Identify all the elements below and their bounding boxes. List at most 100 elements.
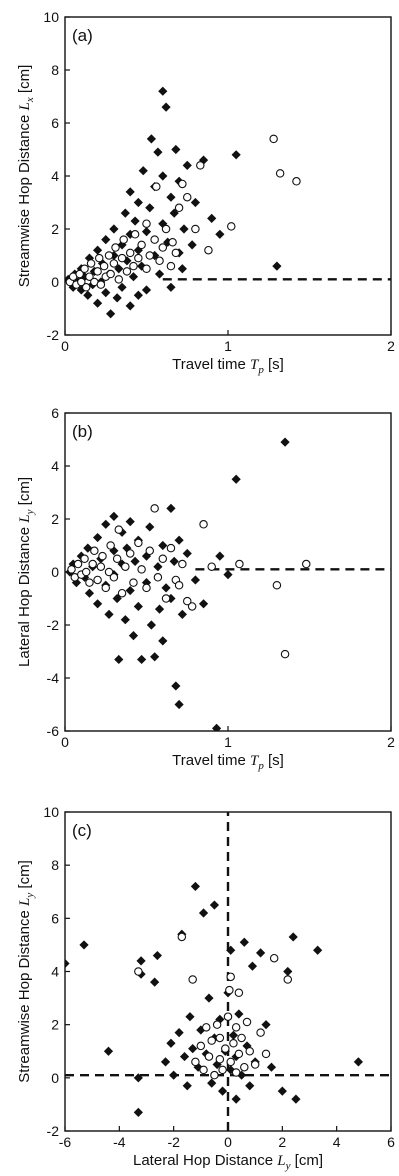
circle-point — [73, 559, 83, 569]
diamond-point — [93, 532, 103, 543]
circle-point — [210, 1070, 219, 1080]
circle-point — [86, 259, 96, 268]
circle-point — [218, 1065, 227, 1075]
y-tick-label: 8 — [51, 857, 59, 873]
diamond-point — [133, 601, 143, 612]
circle-point — [225, 985, 234, 995]
diamond-point — [109, 224, 119, 234]
x-tick-label: 0 — [61, 338, 69, 354]
diamond-point — [65, 958, 70, 969]
y-tick-label: 6 — [51, 115, 59, 131]
diamond-point — [101, 519, 111, 529]
x-tick-label: 1 — [224, 338, 232, 354]
diamond-point — [188, 1043, 198, 1054]
circle-point — [119, 235, 128, 244]
diamond-point — [137, 261, 147, 271]
circle-point — [93, 267, 102, 276]
diamond-point — [154, 269, 165, 279]
diamond-point — [146, 620, 156, 630]
diamond-point — [128, 272, 139, 282]
data-points — [65, 86, 301, 319]
diamond-point — [215, 551, 225, 561]
circle-point — [215, 1054, 225, 1064]
panel-label: (c) — [72, 821, 92, 840]
circle-point — [240, 1062, 249, 1072]
diamond-point — [171, 144, 181, 155]
circle-point — [145, 546, 155, 556]
diamond-point — [146, 134, 156, 144]
circle-point — [145, 251, 155, 260]
diamond-point — [93, 599, 103, 609]
data-points — [65, 437, 311, 731]
circle-point — [99, 261, 109, 271]
circle-point — [158, 243, 168, 252]
circle-point — [104, 567, 114, 577]
y-tick-label: -6 — [47, 723, 60, 739]
diamond-point — [84, 588, 95, 598]
diamond-point — [93, 245, 103, 255]
diamond-point — [242, 1041, 252, 1051]
circle-point — [204, 1052, 214, 1061]
circle-point — [90, 546, 99, 556]
diamond-point — [272, 261, 282, 271]
diamond-point — [228, 1030, 239, 1040]
diamond-point — [223, 570, 233, 580]
diamond-point — [137, 654, 147, 665]
circle-point — [112, 554, 122, 563]
circle-point — [129, 261, 138, 271]
circle-point — [229, 1039, 238, 1048]
circle-point — [81, 567, 91, 577]
circle-point — [191, 1057, 200, 1067]
y-tick-label: 10 — [43, 9, 59, 25]
diamond-point — [177, 264, 187, 274]
circle-point — [85, 272, 94, 281]
diamond-point — [125, 517, 135, 527]
circle-point — [183, 192, 192, 202]
circle-point — [125, 549, 135, 558]
circle-point — [234, 1049, 244, 1059]
circle-point — [174, 203, 184, 213]
circle-point — [111, 243, 120, 252]
x-tick-label: 6 — [387, 1134, 395, 1150]
x-axis-label: Travel time Tp [s] — [172, 752, 284, 772]
circle-point — [171, 248, 181, 258]
y-axis-label: Streamwise Hop Distance Ly [cm] — [16, 860, 36, 1082]
diamond-point — [133, 1107, 143, 1117]
x-tick-label: -4 — [113, 1134, 126, 1150]
diamond-point — [145, 522, 155, 532]
diamond-point — [185, 1012, 195, 1022]
circle-point — [80, 264, 89, 273]
y-tick-label: 2 — [51, 511, 59, 527]
circle-point — [207, 1036, 216, 1045]
circle-point — [122, 267, 132, 276]
circle-point — [158, 554, 168, 563]
circle-point — [204, 245, 213, 255]
y-axis-label: Streamwise Hop Distance Lx [cm] — [16, 65, 36, 287]
y-tick-label: 6 — [51, 405, 59, 421]
diamond-point — [166, 1038, 176, 1048]
diamond-point — [153, 147, 163, 157]
circle-point — [134, 538, 143, 548]
diamond-point — [130, 216, 140, 226]
plot-frame — [64, 16, 392, 336]
diamond-point — [141, 578, 152, 588]
circle-point — [272, 580, 282, 590]
diamond-point — [204, 993, 214, 1003]
diamond-point — [179, 1051, 190, 1062]
circle-point — [109, 259, 119, 268]
circle-point — [188, 975, 197, 984]
diamond-point — [125, 585, 135, 596]
circle-point — [85, 578, 94, 587]
diamond-point — [104, 609, 114, 619]
x-tick-label: 2 — [278, 1134, 286, 1150]
circle-point — [153, 573, 163, 582]
diamond-point — [231, 474, 241, 484]
diamond-point — [171, 681, 181, 691]
circle-point — [245, 1047, 254, 1056]
diamond-point — [207, 213, 217, 223]
diamond-point — [158, 540, 168, 551]
diamond-point — [313, 945, 323, 955]
circle-point — [81, 283, 91, 292]
panel-label: (a) — [72, 26, 93, 45]
